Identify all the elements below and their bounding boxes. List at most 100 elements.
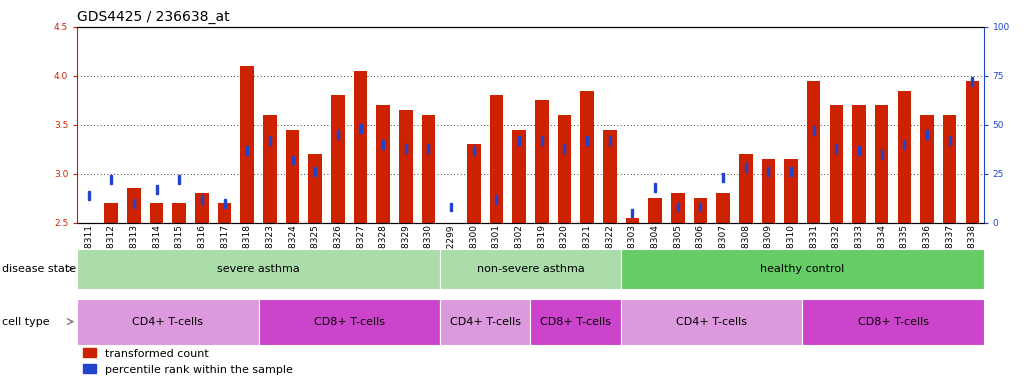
Bar	[110, 175, 112, 184]
Bar	[609, 136, 611, 145]
Bar	[784, 159, 798, 223]
Bar	[920, 115, 934, 223]
Bar	[631, 209, 633, 217]
Legend: transformed count, percentile rank within the sample: transformed count, percentile rank withi…	[82, 348, 293, 375]
Bar	[926, 130, 928, 139]
Bar	[195, 194, 209, 223]
Bar	[77, 248, 440, 289]
Bar	[965, 81, 980, 223]
Bar	[308, 154, 322, 223]
Bar	[541, 136, 543, 145]
Bar	[421, 115, 436, 223]
Bar	[586, 136, 588, 145]
Text: CD4+ T-cells: CD4+ T-cells	[677, 316, 747, 327]
Bar	[81, 223, 96, 262]
Bar	[149, 203, 164, 223]
Bar	[699, 203, 701, 212]
Bar	[240, 66, 254, 223]
Bar	[802, 299, 984, 345]
Bar	[563, 144, 565, 153]
Bar	[813, 126, 815, 135]
Bar	[512, 130, 526, 223]
Bar	[224, 199, 226, 207]
Bar	[767, 167, 769, 176]
Bar	[359, 124, 362, 133]
Bar	[259, 299, 440, 345]
Bar	[263, 115, 277, 223]
Bar	[88, 191, 90, 200]
Bar	[156, 185, 158, 194]
Bar	[178, 175, 180, 184]
Bar	[201, 195, 203, 204]
Bar	[535, 100, 549, 223]
Bar	[716, 194, 730, 223]
Bar	[444, 223, 458, 262]
Bar	[829, 105, 844, 223]
Bar	[654, 183, 656, 192]
Bar	[440, 299, 530, 345]
Bar	[739, 154, 753, 223]
Bar	[722, 173, 724, 182]
Bar	[217, 203, 232, 223]
Bar	[790, 167, 792, 176]
Bar	[172, 203, 186, 223]
Bar	[874, 105, 889, 223]
Bar	[745, 164, 747, 172]
Bar	[314, 167, 316, 176]
Bar	[405, 144, 407, 153]
Bar	[671, 194, 685, 223]
Text: healthy control: healthy control	[760, 264, 845, 274]
Bar	[399, 110, 413, 223]
Bar	[530, 299, 621, 345]
Bar	[382, 140, 384, 149]
Bar	[835, 144, 837, 153]
Bar	[291, 156, 294, 164]
Bar	[942, 115, 957, 223]
Bar	[353, 71, 368, 223]
Bar	[450, 203, 452, 212]
Text: CD4+ T-cells: CD4+ T-cells	[450, 316, 520, 327]
Text: CD8+ T-cells: CD8+ T-cells	[541, 316, 611, 327]
Bar	[127, 189, 141, 223]
Bar	[580, 91, 594, 223]
Bar	[331, 96, 345, 223]
Bar	[625, 218, 640, 223]
Bar	[677, 203, 679, 212]
Bar	[603, 130, 617, 223]
Bar	[269, 136, 271, 145]
Bar	[881, 150, 883, 159]
Bar	[133, 199, 135, 207]
Text: GDS4425 / 236638_at: GDS4425 / 236638_at	[77, 10, 230, 25]
Bar	[557, 115, 572, 223]
Bar	[467, 144, 481, 223]
Text: disease state: disease state	[2, 264, 76, 274]
Bar	[949, 136, 951, 145]
Bar	[427, 144, 430, 153]
Text: CD4+ T-cells: CD4+ T-cells	[133, 316, 203, 327]
Text: non-severe asthma: non-severe asthma	[477, 264, 584, 274]
Bar	[440, 248, 621, 289]
Bar	[104, 203, 118, 223]
Bar	[621, 248, 984, 289]
Bar	[648, 198, 662, 223]
Bar	[806, 81, 821, 223]
Bar	[971, 77, 973, 86]
Bar	[852, 105, 866, 223]
Bar	[621, 299, 802, 345]
Bar	[693, 198, 708, 223]
Bar	[77, 299, 259, 345]
Bar	[495, 195, 497, 204]
Bar	[761, 159, 776, 223]
Bar	[376, 105, 390, 223]
Bar	[897, 91, 912, 223]
Bar	[518, 136, 520, 145]
Bar	[285, 130, 300, 223]
Text: CD8+ T-cells: CD8+ T-cells	[858, 316, 928, 327]
Text: severe asthma: severe asthma	[217, 264, 300, 274]
Text: cell type: cell type	[2, 316, 49, 327]
Bar	[489, 96, 504, 223]
Bar	[337, 130, 339, 139]
Bar	[246, 146, 248, 155]
Bar	[473, 146, 475, 155]
Bar	[858, 146, 860, 155]
